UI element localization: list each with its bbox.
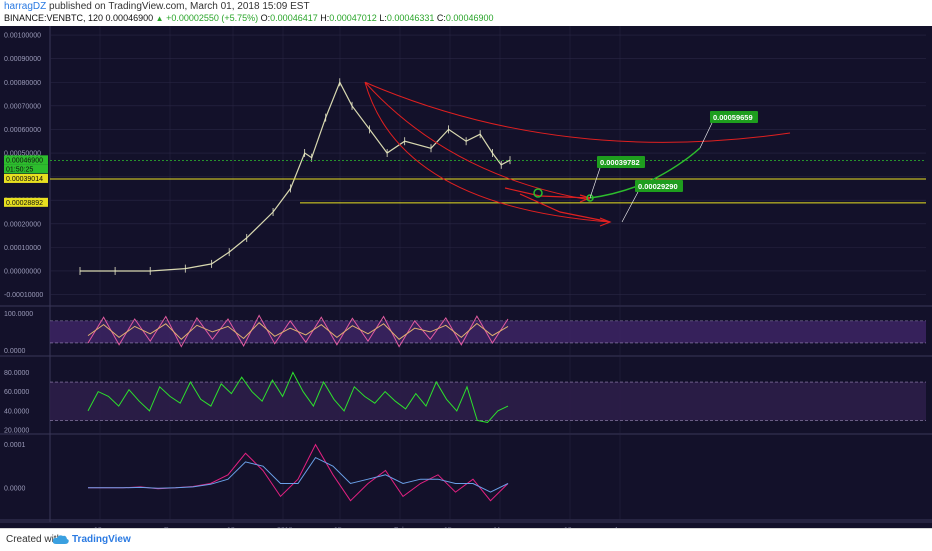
target-badge-text: 0.00029290: [638, 182, 678, 191]
red-arc-upper: [364, 81, 791, 143]
pane-y-tick-label: 0.0000: [4, 348, 26, 355]
grid-lines: [0, 26, 932, 523]
main-y-tick-label: 0.00000000: [4, 268, 41, 275]
red-arc-middle: [364, 81, 591, 201]
pane-y-tick-label: 40.0000: [4, 408, 29, 415]
publish-line: harragDZ published on TradingView.com, M…: [4, 1, 310, 12]
price-label-badge: [4, 155, 48, 165]
main-y-tick-label: 0.00100000: [4, 33, 41, 40]
indicator-series-line: [88, 456, 509, 493]
annotations: 0.00059659 0.00039782 0.00029290: [50, 81, 926, 227]
main-y-tick-label: 0.00070000: [4, 103, 41, 110]
target-badge: [635, 180, 683, 192]
red-arrow-head: [599, 217, 612, 227]
badge-connector: [589, 167, 601, 199]
axis-labels: 0.00100000 0.00090000 0.00080000 0.00070000…: [4, 33, 626, 528]
price-label-text: 0.00028892: [6, 200, 43, 207]
green-marker-circle-2: [586, 194, 594, 202]
x-tick-label: Apr: [614, 527, 626, 528]
badge-connector: [621, 191, 639, 223]
overbought-oversold-band: [50, 382, 926, 421]
last-price: 0.00046900: [105, 13, 154, 23]
price-label-badge: [4, 173, 48, 183]
close-label: C:: [436, 13, 446, 23]
target-badge: [710, 111, 758, 123]
tradingview-cloud-icon: [52, 533, 70, 551]
high-value: 0.00047012: [329, 13, 377, 23]
x-tick-label: 13: [94, 527, 102, 528]
chart-canvas[interactable]: 0.00059659 0.00039782 0.00029290 0.0010000…: [0, 26, 932, 528]
main-y-tick-label: 0.00080000: [4, 80, 41, 87]
ohlc-line: BINANCE:VENBTC, 120 0.00046900 ▲ +0.0000…: [4, 13, 493, 23]
chart-header: harragDZ published on TradingView.com, M…: [0, 0, 932, 26]
indicator-series-line: [87, 371, 509, 423]
close-value: 0.00046900: [445, 13, 494, 23]
created-with-text: Created with: [6, 534, 63, 545]
x-tick-label: 19: [564, 527, 572, 528]
low-value: 0.00046331: [386, 13, 435, 23]
open-value: 0.00046417: [270, 13, 318, 23]
green-marker-circle: [533, 188, 543, 198]
symbol-label: BINANCE:VENBTC, 120: [4, 13, 104, 23]
x-tick-label: 15: [444, 527, 452, 528]
open-label: O:: [260, 13, 271, 23]
author-link[interactable]: harragDZ: [4, 1, 47, 12]
target-badge-text: 0.00059659: [713, 113, 753, 122]
price-series-line: [80, 80, 511, 272]
high-label: H:: [320, 13, 330, 23]
pane-y-tick-label: 80.0000: [4, 370, 29, 377]
x-tick-label: Mar: [494, 527, 507, 528]
indicator-panes: [50, 314, 926, 502]
main-y-tick-label: 0.00090000: [4, 56, 41, 63]
published-text: published on TradingView.com, March 01, …: [49, 1, 310, 12]
main-y-tick-label: 0.00060000: [4, 127, 41, 134]
x-tick-label: 15: [334, 527, 342, 528]
pane-y-tick-label: 100.0000: [4, 311, 33, 318]
pane-y-tick-label: 0.0000: [4, 485, 26, 492]
main-y-tick-label: 0.00020000: [4, 221, 41, 228]
price-label-text: 0.00046900: [6, 157, 43, 164]
price-label-text: 0.00039014: [6, 176, 43, 183]
badge-connector: [699, 122, 713, 149]
price-change: +0.00002550 (+5.75%): [166, 13, 259, 23]
pane-y-tick-label: 20.0000: [4, 428, 29, 435]
indicator-series-line: [87, 322, 509, 340]
price-label-badge: [4, 164, 48, 174]
target-badge: [597, 156, 645, 168]
main-y-tick-label: 0.00010000: [4, 245, 41, 252]
chart-background: [0, 26, 932, 528]
x-tick-label: 18: [227, 527, 235, 528]
main-y-tick-label: 0.00050000: [4, 151, 41, 158]
x-tick-label: Feb: [394, 527, 406, 528]
footer-bar: Created with TradingView: [0, 528, 932, 551]
chart-marks: [79, 78, 511, 275]
target-badge-text: 0.00039782: [600, 158, 640, 167]
red-arc-lower: [364, 82, 611, 223]
tradingview-link[interactable]: TradingView: [72, 534, 131, 545]
pane-y-tick-label: 0.0001: [4, 442, 26, 449]
price-label-text: 01:50:25: [6, 166, 33, 173]
x-tick-label: Dec: [164, 527, 177, 528]
low-label: L:: [379, 13, 387, 23]
x-tick-label: 2018: [277, 527, 293, 528]
red-path-down: [519, 193, 611, 223]
main-y-tick-label: -0.00010000: [4, 292, 43, 299]
up-triangle-icon: ▲: [155, 14, 164, 23]
pane-y-tick-label: 60.0000: [4, 389, 29, 396]
price-label-badge: [4, 197, 48, 207]
